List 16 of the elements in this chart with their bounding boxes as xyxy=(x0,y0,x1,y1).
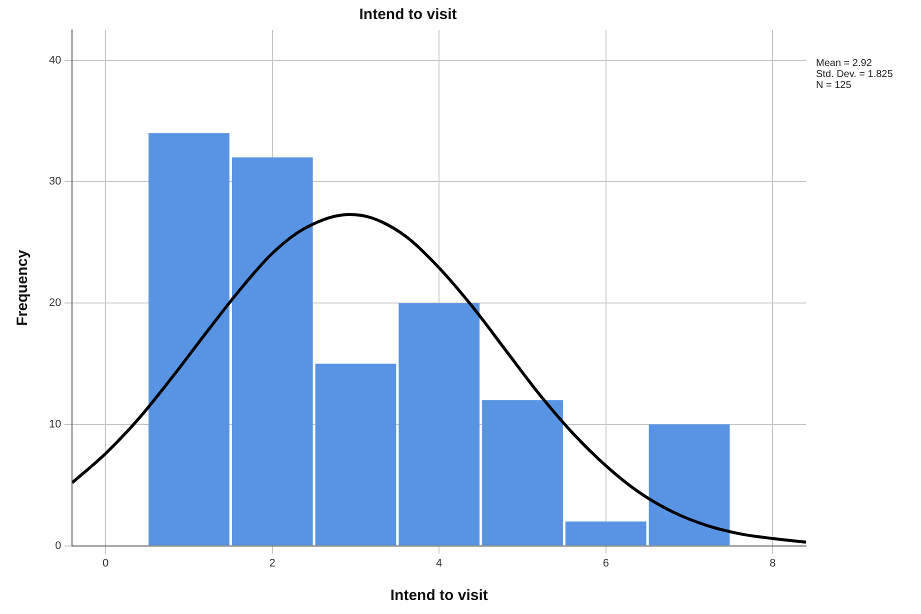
y-tick-label: 0 xyxy=(55,540,62,552)
x-tick-label: 6 xyxy=(602,557,609,570)
x-tick-label: 0 xyxy=(102,557,109,570)
text: Std. Dev. = 1.825 xyxy=(816,68,894,80)
y-tick-label: 40 xyxy=(48,54,62,66)
x-axis-title: Intend to visit xyxy=(390,587,488,604)
text: N = 125 xyxy=(816,80,852,91)
chart-title: Intend to visit xyxy=(359,6,457,24)
x-tick-label: 4 xyxy=(436,557,442,570)
y-axis-title: Frequency xyxy=(14,249,32,326)
x-tick-label: 8 xyxy=(770,557,776,570)
y-tick-label: 10 xyxy=(48,418,62,430)
y-tick-label: 20 xyxy=(48,297,62,310)
text: Mean = 2.92 xyxy=(816,58,872,69)
y-tick-label: 30 xyxy=(48,176,62,188)
x-tick-label: 2 xyxy=(269,557,276,570)
